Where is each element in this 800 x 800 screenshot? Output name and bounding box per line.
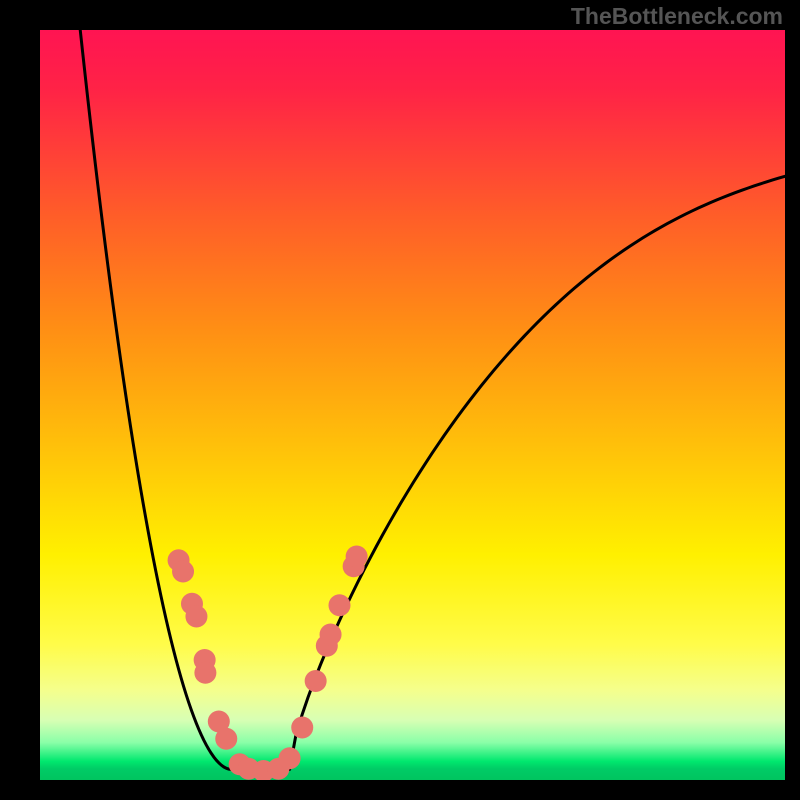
data-marker — [172, 561, 194, 583]
data-marker — [320, 624, 342, 646]
data-marker — [279, 747, 301, 769]
data-marker — [305, 670, 327, 692]
data-marker — [185, 606, 207, 628]
data-marker — [328, 594, 350, 616]
bottleneck-curve — [80, 30, 785, 772]
plot-area — [40, 30, 785, 780]
curve-layer — [40, 30, 785, 780]
data-marker — [194, 662, 216, 684]
data-marker — [291, 717, 313, 739]
marker-group — [168, 546, 368, 781]
data-marker — [215, 728, 237, 750]
watermark-text: TheBottleneck.com — [571, 3, 783, 30]
data-marker — [346, 546, 368, 568]
